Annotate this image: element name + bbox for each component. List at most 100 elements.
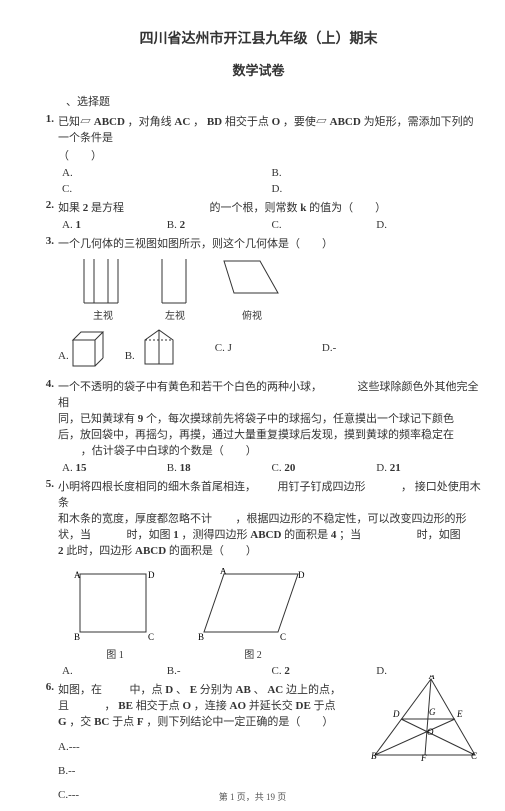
q6-triangle: A B C D E G O F [371, 675, 481, 761]
page-footer: 第 1 页，共 19 页 [0, 790, 505, 803]
q5-Bv: - [177, 665, 181, 677]
q4-Dv: 21 [390, 462, 401, 474]
page-subtitle: 数学试卷 [36, 60, 481, 79]
q2-Av: 1 [75, 219, 81, 231]
q1-t9: ，要使▱ [283, 116, 327, 128]
q6-num: 6. [36, 681, 58, 801]
svg-text:D: D [392, 709, 400, 719]
page-title: 四川省达州市开江县九年级（上）期末 [36, 28, 481, 48]
q5-l3d: ，测得四边形 [182, 529, 248, 541]
q1-ending: （ ） [58, 147, 481, 163]
q1-A: A. [62, 167, 272, 179]
q5-l3b: 时，如图 [127, 529, 171, 541]
svg-text:A: A [428, 675, 435, 681]
q1-num: 1. [36, 113, 58, 145]
q2-t3: 是方程 [91, 202, 124, 214]
q5-l4a: 2 [58, 545, 64, 557]
q6-l1i: AC [267, 684, 283, 696]
q2-body: 如果 2 是方程 的一个根，则常数 k 的值为（ ） [58, 199, 481, 215]
q5-l2b: ，根据四边形的不稳定性，可以改变四边形的形 [236, 513, 467, 525]
q4-C: C. [272, 462, 282, 474]
q6-l2f: ，连接 [194, 700, 227, 712]
q3-top-view: 俯视 [220, 257, 284, 322]
q6-l2a: 且 [58, 700, 69, 712]
q3-main-label: 主视 [76, 307, 130, 322]
q5-l3e: ABCD [250, 529, 281, 541]
question-2: 2. 如果 2 是方程 的一个根，则常数 k 的值为（ ） [36, 199, 481, 215]
svg-text:F: F [420, 753, 427, 761]
q6-l1h: 、 [254, 684, 265, 696]
q1-body: 已知▱ ABCD ，对角线 AC ， BD 相交于点 O ，要使▱ ABCD 为… [58, 113, 481, 145]
svg-text:O: O [427, 727, 434, 737]
question-1: 1. 已知▱ ABCD ，对角线 AC ， BD 相交于点 O ，要使▱ ABC… [36, 113, 481, 145]
svg-text:D: D [148, 570, 155, 580]
q5-l3a: 状，当 [58, 529, 91, 541]
section-label: 、选择题 [66, 93, 481, 109]
q3-C: C. J [215, 342, 232, 354]
q6-l1a: 如图，在 [58, 684, 102, 696]
svg-text:A: A [74, 570, 81, 580]
q3-left-label: 左视 [158, 307, 192, 322]
q3-left-view: 左视 [158, 257, 192, 322]
q4-l1a: 一个不透明的袋子中有黄色和若干个白色的两种小球， [58, 381, 322, 393]
q1-t8: O [272, 116, 281, 128]
q4-Cv: 20 [284, 462, 295, 474]
q5-l1c: ， [401, 481, 412, 493]
q5-l1b: 用钉子钉成四边形 [278, 481, 366, 493]
q2-opts: A. 1 B. 2 C. D. [62, 219, 481, 231]
q6-l2e: O [182, 700, 191, 712]
q5-l1a: 小明将四根长度相同的细木条首尾相连， [58, 481, 256, 493]
q6-l2h: 并延长交 [249, 700, 293, 712]
q5-fig2-cap: 图 2 [198, 646, 308, 661]
q6-l3e: F [137, 716, 144, 728]
question-4: 4. 一个不透明的袋子中有黄色和若干个白色的两种小球， 这些球除颜色外其他完全相… [36, 378, 481, 458]
q5-fig1: A D B C 图 1 [72, 568, 158, 661]
q3-views: 主视 左视 俯视 [76, 257, 481, 322]
svg-text:B: B [198, 632, 204, 642]
q3-prism-b [137, 326, 187, 370]
svg-text:A: A [220, 568, 227, 576]
question-6: 6. A B C D E G O F 如图，在 中，点 D 、 E [36, 681, 481, 801]
q1-C: C. [62, 183, 272, 195]
q5-C: C. [272, 665, 282, 677]
q2-D: D. [376, 219, 387, 231]
q4-A: A. [62, 462, 73, 474]
svg-text:C: C [471, 751, 478, 761]
q2-num: 2. [36, 199, 58, 215]
q2-t6: 的值为（ ） [309, 202, 386, 214]
q2-t1: 如果 [58, 202, 80, 214]
svg-text:E: E [456, 709, 463, 719]
q5-body: 小明将四根长度相同的细木条首尾相连， 用钉子钉成四边形 ， 接口处使用木条 和木… [58, 478, 481, 558]
math-exam-page: 四川省达州市开江县九年级（上）期末 数学试卷 、选择题 1. 已知▱ ABCD … [0, 0, 505, 811]
q6-B: B.-- [58, 765, 481, 777]
q1-D: D. [272, 183, 482, 195]
q6-l3d: 于点 [112, 716, 134, 728]
q4-l2a: 同，已知黄球有 [58, 413, 135, 425]
q6-body: A B C D E G O F 如图，在 中，点 D 、 E 分别为 AB 、 … [58, 681, 481, 801]
q5-num: 5. [36, 478, 58, 558]
q6-l1c: D [165, 684, 173, 696]
q3-main-view: 主视 [76, 257, 130, 322]
q1-opts: A. B. [62, 167, 481, 179]
question-3: 3. 一个几何体的三视图如图所示，则这个几何体是（ ） [36, 235, 481, 251]
q5-l3c: 1 [173, 529, 179, 541]
q6-l2i: DE [296, 700, 311, 712]
q1-t6: BD [207, 116, 222, 128]
q5-fig2: A D B C 图 2 [198, 568, 308, 661]
q4-Bv: 18 [180, 462, 191, 474]
q1-t3: ，对角线 [128, 116, 172, 128]
svg-text:G: G [429, 707, 436, 717]
svg-text:B: B [74, 632, 80, 642]
q6-l1j: 边上的点， [286, 684, 341, 696]
q3-prism-a [69, 328, 115, 370]
q5-l4c: ABCD [135, 545, 166, 557]
q4-D: D. [376, 462, 387, 474]
q5-Cv: 2 [284, 665, 290, 677]
q6-l3f: ，则下列结论中一定正确的是（ ） [146, 716, 333, 728]
q5-B: B. [167, 665, 177, 677]
q4-B: B. [167, 462, 177, 474]
q1-opts2: C. D. [62, 183, 481, 195]
q5-l3h: ；当 [339, 529, 361, 541]
q5-l4b: 此时，四边形 [66, 545, 132, 557]
q2-B: B. [167, 219, 177, 231]
